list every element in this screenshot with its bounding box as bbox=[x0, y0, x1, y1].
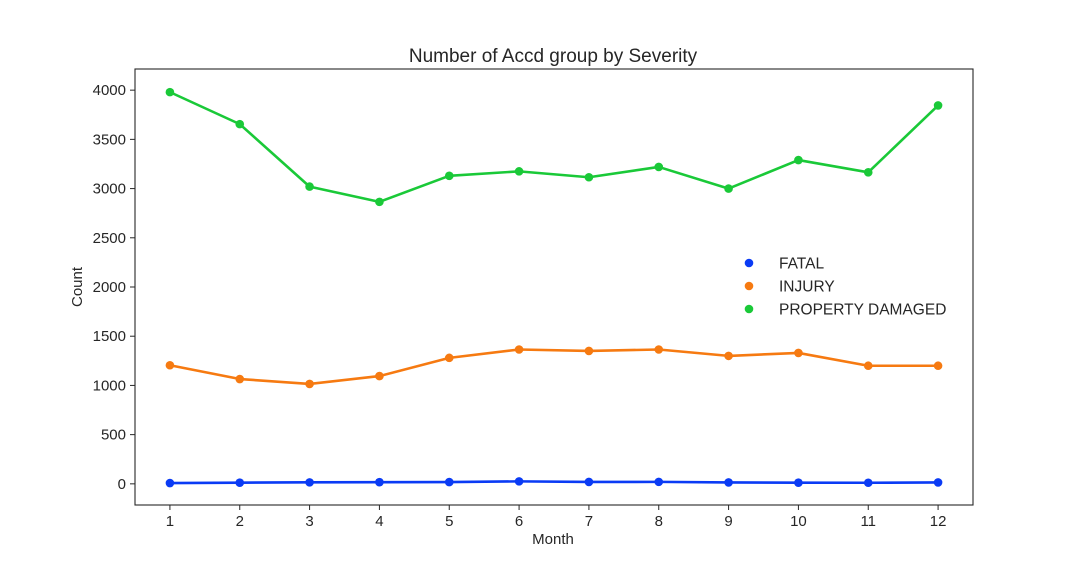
legend: FATAL INJURY PROPERTY DAMAGED bbox=[744, 256, 946, 319]
data-point-property-damaged bbox=[235, 119, 245, 129]
legend-marker-property-damaged bbox=[744, 304, 754, 314]
data-point-injury bbox=[654, 345, 664, 354]
series-injury bbox=[165, 345, 943, 389]
y-tick-label: 3000 bbox=[93, 181, 126, 198]
plot-area bbox=[134, 68, 974, 506]
x-tick-label: 12 bbox=[930, 513, 947, 530]
x-tick-label: 8 bbox=[655, 513, 663, 530]
data-point-property-damaged bbox=[165, 87, 175, 97]
x-tick-label: 11 bbox=[860, 513, 876, 530]
data-point-fatal bbox=[724, 478, 733, 487]
legend-marker-injury bbox=[744, 281, 754, 291]
data-point-property-damaged bbox=[584, 172, 594, 182]
y-axis-ticks: 0 500 1000 1500 2000 2500 3000 3500 4000 bbox=[93, 82, 135, 493]
x-tick-label: 7 bbox=[585, 513, 593, 530]
data-point-fatal bbox=[514, 477, 524, 486]
data-point-fatal bbox=[235, 478, 245, 487]
x-tick-label: 6 bbox=[515, 513, 523, 530]
series-layer bbox=[165, 87, 943, 488]
data-point-fatal bbox=[375, 477, 384, 487]
y-tick-label: 2500 bbox=[93, 230, 126, 247]
data-point-property-damaged bbox=[794, 155, 803, 165]
y-tick-label: 3500 bbox=[93, 131, 126, 148]
data-point-injury bbox=[863, 361, 873, 371]
series-line-property-damaged bbox=[169, 90, 939, 204]
data-point-injury bbox=[724, 351, 733, 361]
data-point-injury bbox=[165, 360, 175, 370]
data-point-injury bbox=[305, 379, 314, 389]
data-point-fatal bbox=[584, 477, 594, 487]
data-point-property-damaged bbox=[375, 197, 384, 207]
data-point-fatal bbox=[305, 478, 314, 487]
data-point-property-damaged bbox=[933, 101, 943, 110]
data-point-fatal bbox=[794, 478, 803, 487]
data-point-property-damaged bbox=[514, 167, 524, 176]
x-tick-label: 2 bbox=[236, 513, 244, 530]
data-point-fatal bbox=[654, 477, 664, 487]
x-axis-label: Month bbox=[532, 531, 574, 548]
series-line-injury bbox=[169, 348, 939, 386]
legend-label-property-damaged: PROPERTY DAMAGED bbox=[779, 302, 946, 319]
y-tick-label: 1500 bbox=[93, 328, 126, 345]
x-tick-label: 4 bbox=[375, 513, 383, 530]
x-tick-label: 5 bbox=[445, 513, 453, 530]
legend-label-injury: INJURY bbox=[779, 279, 835, 296]
data-point-injury bbox=[794, 348, 803, 358]
series-property-damaged bbox=[165, 87, 943, 207]
data-point-injury bbox=[584, 346, 594, 356]
x-tick-label: 9 bbox=[724, 513, 732, 530]
data-point-injury bbox=[514, 345, 524, 354]
data-point-fatal bbox=[933, 478, 943, 487]
data-point-property-damaged bbox=[654, 162, 664, 172]
series-fatal bbox=[165, 477, 943, 488]
data-point-fatal bbox=[863, 478, 873, 488]
data-point-injury bbox=[933, 361, 943, 371]
data-point-property-damaged bbox=[305, 182, 314, 191]
data-point-injury bbox=[235, 374, 245, 384]
x-axis-ticks: 1 2 3 4 5 6 7 8 9 10 11 12 bbox=[166, 505, 947, 530]
y-tick-label: 4000 bbox=[93, 82, 126, 99]
y-axis-label: Count bbox=[69, 266, 86, 307]
data-point-injury bbox=[375, 371, 384, 381]
data-point-property-damaged bbox=[863, 168, 873, 177]
data-point-injury bbox=[444, 353, 454, 363]
y-tick-label: 500 bbox=[101, 427, 126, 444]
data-point-property-damaged bbox=[444, 171, 454, 181]
legend-label-fatal: FATAL bbox=[779, 256, 824, 273]
series-line-fatal bbox=[169, 480, 939, 485]
data-point-fatal bbox=[165, 478, 175, 488]
x-tick-label: 3 bbox=[305, 513, 313, 530]
y-tick-label: 2000 bbox=[93, 279, 126, 296]
legend-marker-fatal bbox=[744, 258, 754, 268]
y-tick-label: 0 bbox=[118, 476, 126, 493]
x-tick-label: 1 bbox=[166, 513, 174, 530]
chart-title: Number of Accd group by Severity bbox=[409, 46, 698, 67]
data-point-fatal bbox=[444, 477, 454, 487]
data-point-property-damaged bbox=[724, 184, 733, 193]
x-tick-label: 10 bbox=[790, 513, 807, 530]
y-tick-label: 1000 bbox=[93, 377, 126, 394]
